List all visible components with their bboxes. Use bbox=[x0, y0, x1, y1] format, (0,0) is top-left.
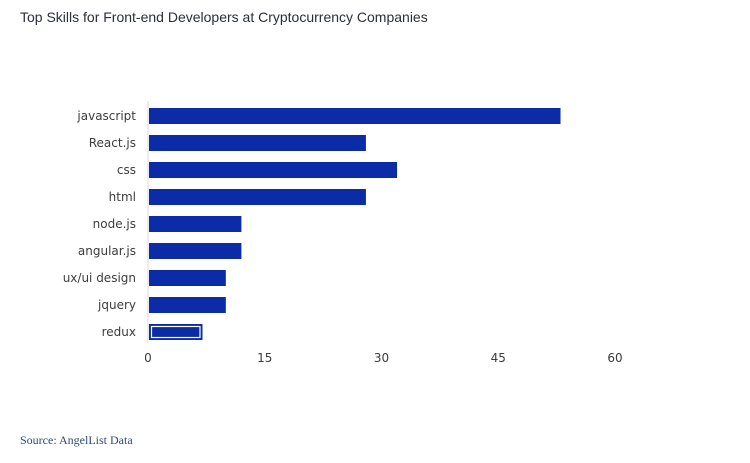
chart-title: Top Skills for Front-end Developers at C… bbox=[20, 9, 428, 25]
category-label-node-js: node.js bbox=[93, 217, 136, 231]
bar-node-js[interactable] bbox=[149, 216, 242, 232]
bar-html[interactable] bbox=[149, 189, 366, 205]
category-label-angular-js: angular.js bbox=[78, 244, 136, 258]
x-tick-label: 45 bbox=[491, 351, 506, 365]
x-axis-ticks: 0 15 30 45 60 bbox=[144, 351, 622, 365]
x-tick-label: 60 bbox=[607, 351, 622, 365]
category-label-javascript: javascript bbox=[76, 109, 136, 123]
bar-react-js[interactable] bbox=[149, 135, 366, 151]
category-label-ux-ui-design: ux/ui design bbox=[63, 271, 136, 285]
bar-highlight-outline bbox=[150, 325, 201, 339]
bar-ux-ui-design[interactable] bbox=[149, 270, 226, 286]
category-labels: javascript React.js css html node.js angular.… bbox=[63, 109, 137, 339]
bar-javascript[interactable] bbox=[149, 108, 561, 124]
category-label-css: css bbox=[117, 163, 136, 177]
bar-angular-js[interactable] bbox=[149, 243, 242, 259]
source-note: Source: AngelList Data bbox=[20, 433, 133, 447]
x-tick-label: 30 bbox=[374, 351, 389, 365]
category-label-react-js: React.js bbox=[89, 136, 136, 150]
bar-redux[interactable] bbox=[149, 324, 203, 340]
category-label-redux: redux bbox=[102, 325, 136, 339]
bar-jquery[interactable] bbox=[149, 297, 226, 313]
category-label-html: html bbox=[109, 190, 136, 204]
bars-layer bbox=[149, 108, 561, 340]
category-label-jquery: jquery bbox=[97, 298, 136, 312]
x-tick-label: 0 bbox=[144, 351, 152, 365]
bar-css[interactable] bbox=[149, 162, 398, 178]
x-tick-label: 15 bbox=[257, 351, 272, 365]
